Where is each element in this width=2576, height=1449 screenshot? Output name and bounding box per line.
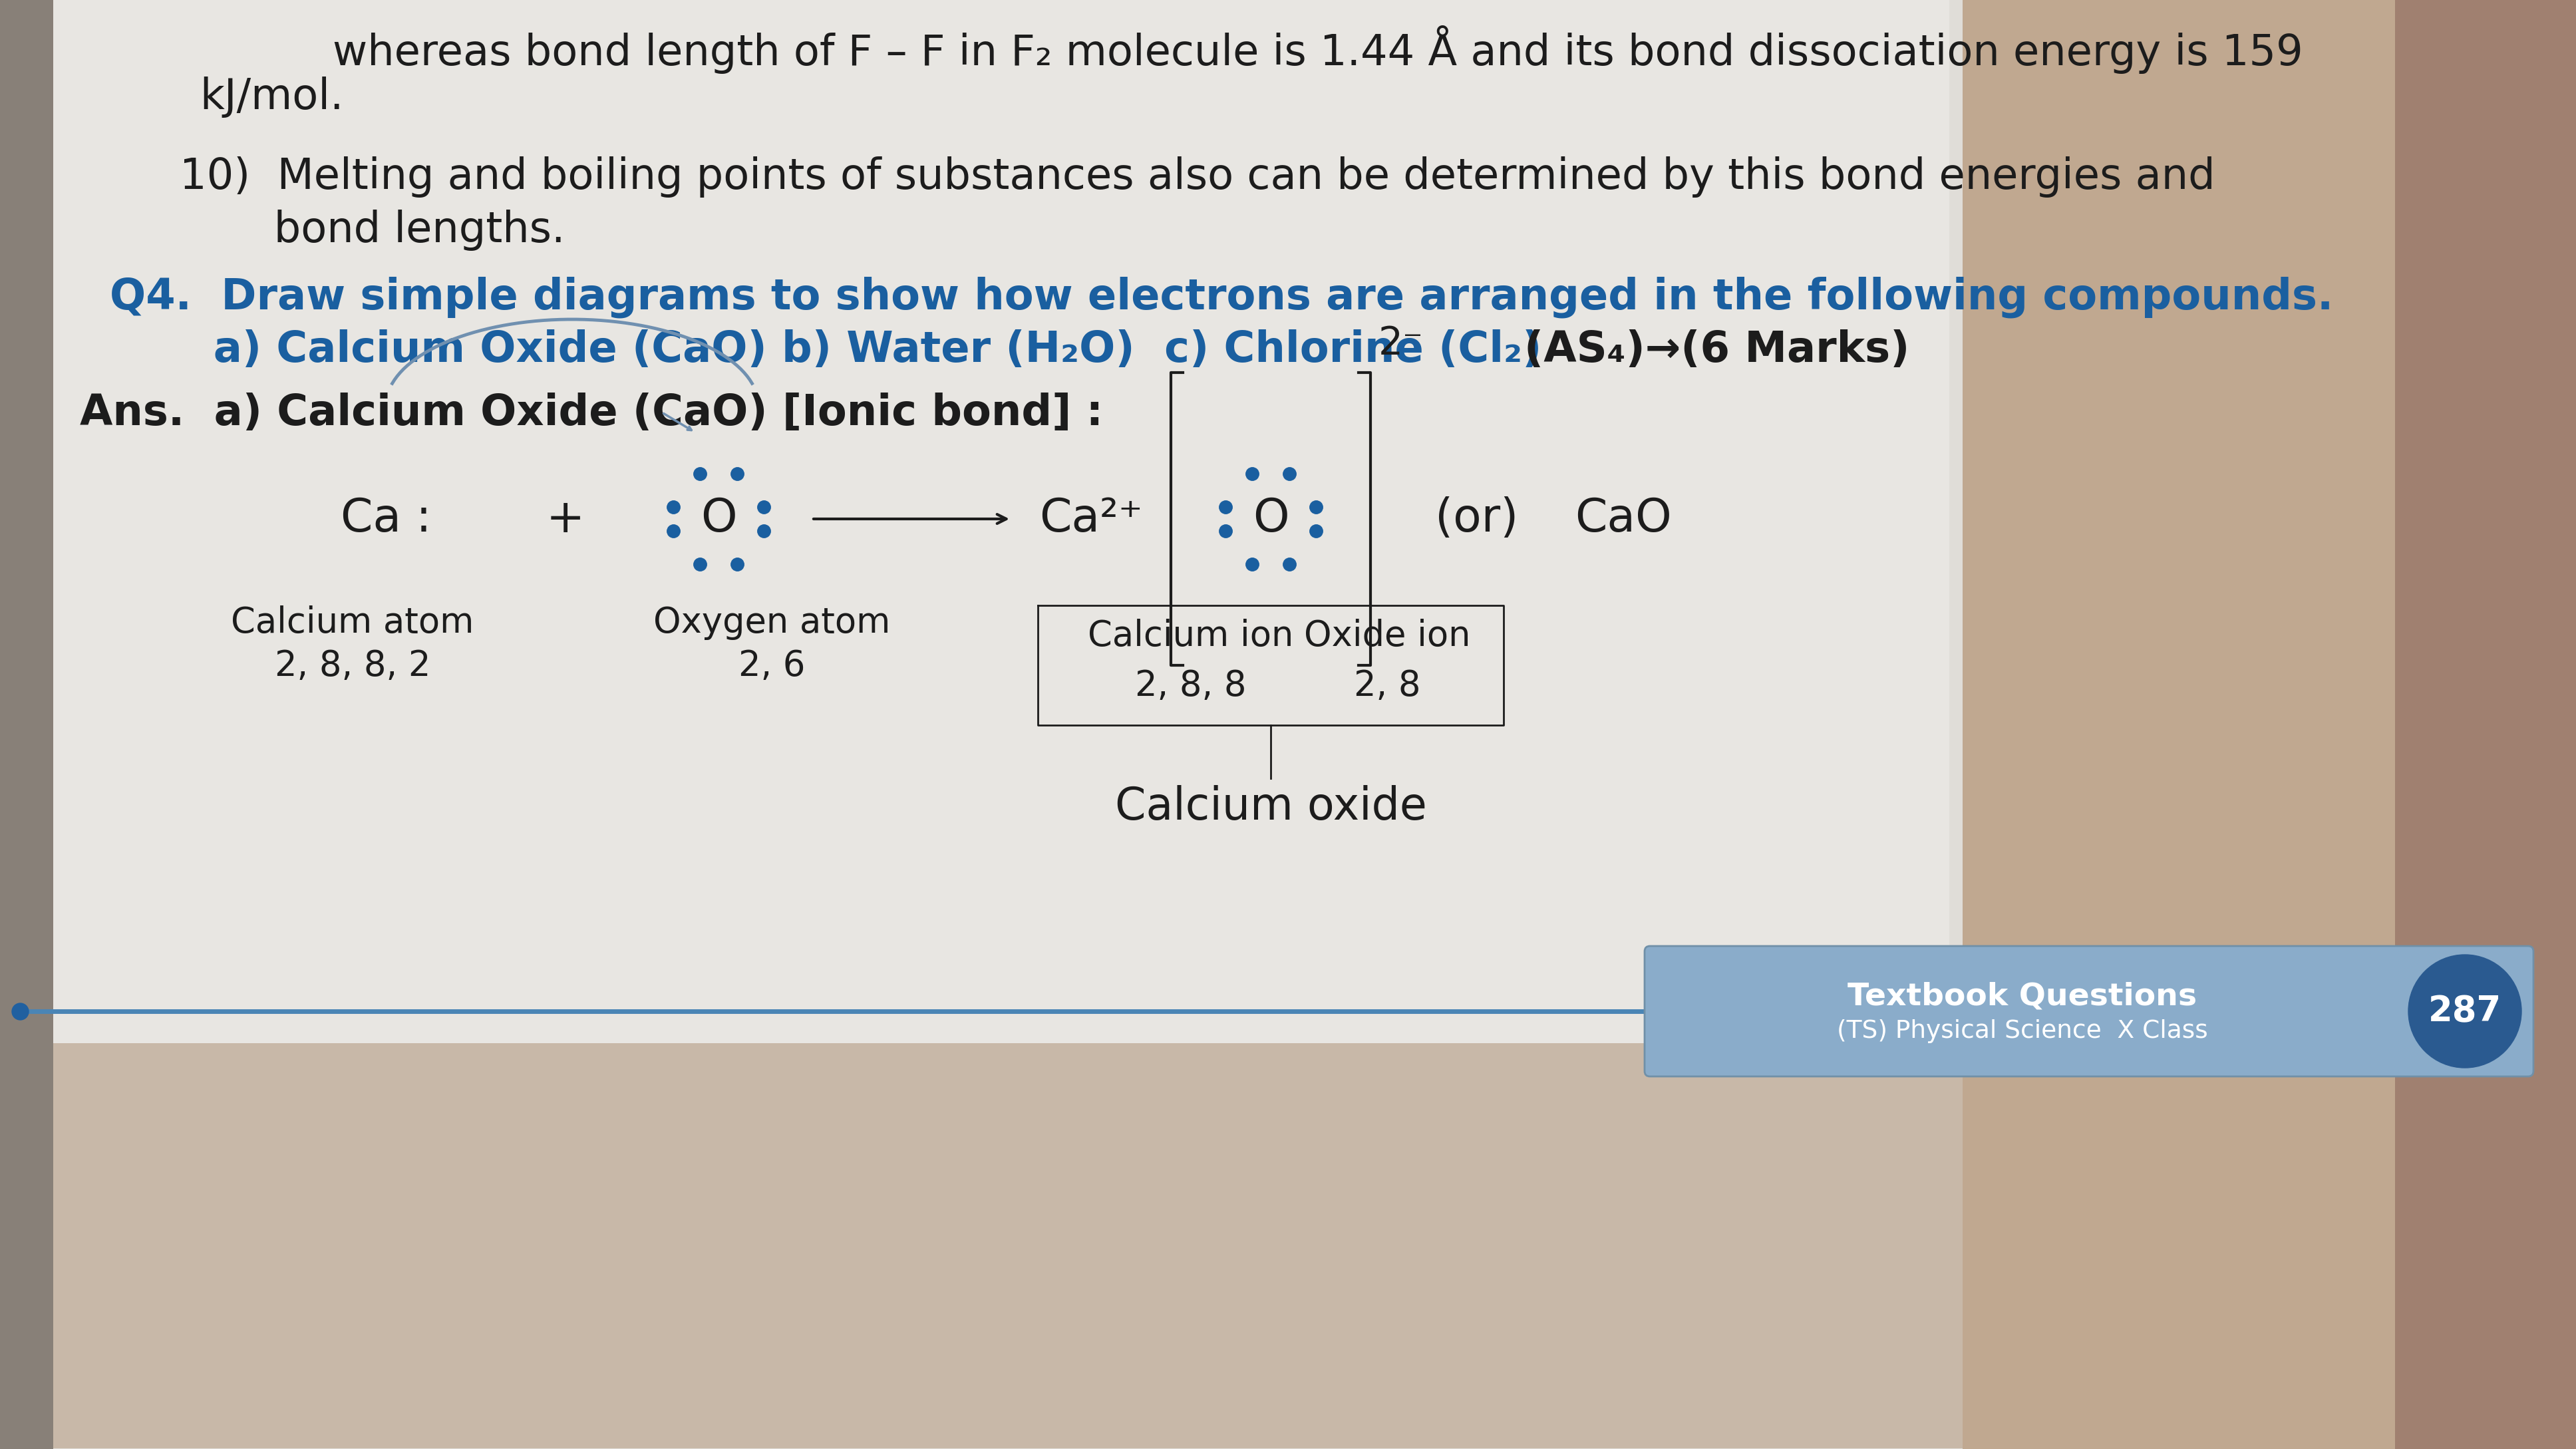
Text: 2⁻: 2⁻	[1378, 325, 1425, 362]
Text: (TS) Physical Science  X Class: (TS) Physical Science X Class	[1837, 1019, 2208, 1043]
Bar	[1963, 0, 2576, 1449]
Text: bond lengths.: bond lengths.	[180, 210, 564, 251]
Text: (or): (or)	[1435, 497, 1517, 542]
Text: 287: 287	[2427, 994, 2501, 1029]
Bar	[0, 0, 54, 1449]
Text: Textbook Questions: Textbook Questions	[1847, 981, 2197, 1011]
Text: 2, 8, 8: 2, 8, 8	[1136, 668, 1247, 703]
Text: Calcium ion: Calcium ion	[1087, 619, 1293, 653]
Text: (AS₄)→(6 Marks): (AS₄)→(6 Marks)	[1522, 329, 1909, 371]
Text: a) Calcium Oxide (CaO) b) Water (H₂O)  c) Chlorine (Cl₂): a) Calcium Oxide (CaO) b) Water (H₂O) c)…	[111, 329, 1540, 371]
Text: Calcium oxide: Calcium oxide	[1115, 785, 1427, 829]
Bar	[54, 0, 1981, 1449]
Text: CaO: CaO	[1574, 497, 1672, 542]
Text: Ca :: Ca :	[340, 497, 430, 542]
Text: O: O	[1252, 497, 1288, 542]
Text: Ans.  a) Calcium Oxide (CaO) [Ionic bond] :: Ans. a) Calcium Oxide (CaO) [Ionic bond]…	[80, 393, 1103, 433]
Text: Ca²⁺: Ca²⁺	[1038, 497, 1144, 542]
Bar	[54, 0, 1950, 1043]
Text: 10)  Melting and boiling points of substances also can be determined by this bon: 10) Melting and boiling points of substa…	[180, 156, 2215, 197]
Bar	[54, 1043, 1963, 1449]
Text: kJ/mol.: kJ/mol.	[198, 77, 343, 117]
Text: Oxide ion: Oxide ion	[1303, 619, 1471, 653]
Text: whereas bond length of F – F in F₂ molecule is 1.44 Å and its bond dissociation : whereas bond length of F – F in F₂ molec…	[332, 25, 2303, 74]
Text: 2, 8: 2, 8	[1352, 668, 1419, 703]
Text: 2, 6: 2, 6	[739, 649, 804, 684]
Text: Calcium atom: Calcium atom	[232, 606, 474, 640]
Text: O: O	[701, 497, 737, 542]
Bar	[2396, 0, 2576, 1449]
Circle shape	[2409, 955, 2522, 1068]
FancyBboxPatch shape	[1643, 946, 2532, 1077]
Text: +: +	[546, 497, 585, 542]
Text: Q4.  Draw simple diagrams to show how electrons are arranged in the following co: Q4. Draw simple diagrams to show how ele…	[111, 277, 2334, 317]
Text: 2, 8, 8, 2: 2, 8, 8, 2	[276, 649, 430, 684]
Text: Oxygen atom: Oxygen atom	[654, 606, 891, 640]
